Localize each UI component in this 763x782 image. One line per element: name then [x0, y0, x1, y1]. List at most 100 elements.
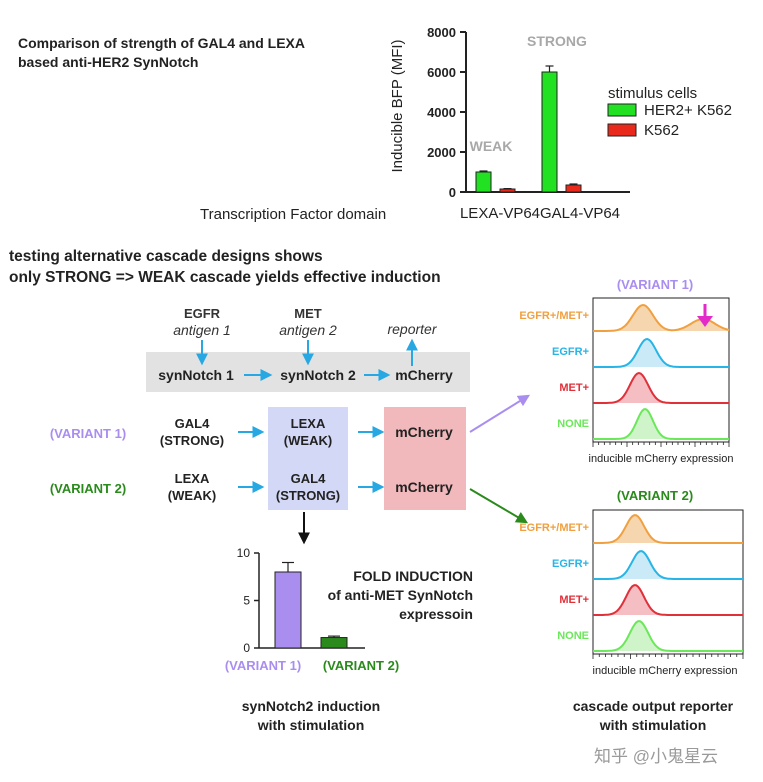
flow-2-xlabel: inducible mCherry expression	[593, 665, 738, 677]
fold-chart-title-1: FOLD INDUCTION	[353, 568, 473, 584]
flow-histogram-fill	[593, 621, 743, 651]
weak-annotation: WEAK	[470, 138, 513, 154]
flow-variant-1-title: (VARIANT 1)	[616, 277, 694, 292]
fold-chart-tick-label: 10	[237, 546, 251, 560]
variant-2-second-strength: (STRONG)	[276, 488, 340, 503]
flow-1-xlabel: inducible mCherry expression	[589, 453, 734, 465]
variant-1-flow-arrow	[469, 394, 531, 433]
fold-chart-bar	[320, 637, 348, 649]
flow-row-label: EGFR+	[552, 346, 589, 358]
flow-histogram-fill	[593, 551, 743, 579]
fold-chart-tick-label: 0	[243, 641, 250, 655]
top-chart-bar	[475, 171, 492, 193]
legend-title: stimulus cells	[608, 85, 697, 102]
fold-chart-bar	[274, 571, 302, 649]
flow-histograms-variant-2: EGFR+/MET+ EGFR+ MET+ NONE	[519, 509, 744, 659]
top-title: Comparison of strength of GAL4 and LEXA …	[18, 34, 305, 72]
top-chart-tick-label: 6000	[427, 65, 456, 80]
top-chart-category-1: LEXA-VP64	[460, 205, 540, 222]
fold-chart-bars	[274, 561, 348, 649]
fold-chart-y-ticks: 10 5 0	[237, 546, 259, 655]
legend-label-k562: K562	[644, 122, 679, 139]
flow-histogram-fill	[593, 373, 729, 403]
flow-histogram-fill	[593, 585, 743, 615]
top-title-line-1: Comparison of strength of GAL4 and LEXA	[18, 35, 306, 51]
legend-label-her2: HER2+ K562	[644, 102, 732, 119]
flow-histogram-line	[593, 584, 743, 616]
antigen-2-name: MET	[294, 306, 322, 321]
flow-row-label: EGFR+/MET+	[519, 310, 589, 322]
flow-row-label: NONE	[557, 630, 589, 642]
fold-chart-tick-label: 5	[243, 594, 250, 608]
variant-2-first-strength: (WEAK)	[168, 488, 216, 503]
flow-histogram-line	[593, 337, 729, 368]
flow-row-label: EGFR+/MET+	[519, 522, 589, 534]
highlight-arrow-icon	[697, 316, 713, 327]
top-chart-bars	[475, 65, 582, 193]
flow-histogram-line	[593, 550, 743, 580]
flow-histograms-variant-1: EGFR+/MET+ EGFR+ MET+ NONE	[519, 297, 730, 447]
cascade-diagram: EGFR antigen 1 MET antigen 2 reporter sy…	[50, 306, 531, 545]
variant-1-output: mCherry	[395, 424, 453, 440]
flow-histogram-line	[593, 514, 743, 544]
fold-chart-title-2: of anti-MET SynNotch	[328, 587, 473, 603]
flow-panel-variant-1: EGFR+/MET+ EGFR+ MET+ NONE inducible mCherr…	[519, 297, 734, 465]
top-chart-tick-label: 0	[449, 185, 456, 200]
flow-histogram-line	[593, 620, 743, 652]
section-title-line-2: only STRONG => WEAK cascade yields effec…	[9, 269, 441, 286]
fold-chart-title-3: expressoin	[399, 606, 473, 622]
row-synnotch-2: synNotch 2	[280, 367, 356, 383]
variant-1-second-strength: (WEAK)	[284, 433, 332, 448]
antigen-2-sub: antigen 2	[279, 322, 337, 338]
flow-row-label: MET+	[559, 382, 589, 394]
top-chart-bar	[541, 71, 558, 193]
flow-histogram-line	[593, 408, 729, 440]
flow-row-label: MET+	[559, 594, 589, 606]
variant-2-first-name: LEXA	[175, 471, 210, 486]
variant-1-first-name: GAL4	[175, 416, 210, 431]
top-chart-tick-label: 2000	[427, 145, 456, 160]
top-chart-bar	[499, 188, 516, 193]
variant-1-first-strength: (STRONG)	[160, 433, 224, 448]
section-title: testing alternative cascade designs show…	[9, 246, 441, 288]
flow-panel-variant-2: EGFR+/MET+ EGFR+ MET+ NONE inducible mCherr…	[519, 509, 744, 677]
top-title-line-2: based anti-HER2 SynNotch	[18, 54, 199, 70]
flow-histogram-line	[593, 371, 729, 404]
top-chart-y-ticks: 8000 6000 4000 2000 0	[427, 25, 466, 200]
fold-chart-category-2: (VARIANT 2)	[323, 658, 399, 673]
flow-caption-1: cascade output reporter	[572, 698, 734, 714]
variant-1-second-name: LEXA	[291, 416, 326, 431]
top-chart-tick-label: 4000	[427, 105, 456, 120]
flow-histogram-fill	[593, 515, 743, 543]
top-chart-tick-label: 8000	[427, 25, 456, 40]
fold-induction-chart: 10 5 0 FOLD INDUCTION of anti-MET SynNotch…	[225, 546, 473, 673]
variant-2-flow-arrow	[469, 488, 529, 524]
fold-chart-caption-1: synNotch2 induction	[241, 698, 381, 714]
legend-swatch-k562	[607, 123, 637, 137]
strong-annotation: STRONG	[527, 33, 587, 49]
antigen-1-sub: antigen 1	[173, 322, 231, 338]
watermark: 知乎 @小鬼星云	[594, 747, 718, 766]
fold-chart-caption-2: with stimulation	[257, 717, 365, 733]
fold-chart-caption: synNotch2 induction with stimulation	[196, 697, 426, 735]
flow-caption: cascade output reporter with stimulation	[548, 697, 758, 735]
fold-chart-category-1: (VARIANT 1)	[225, 658, 301, 673]
variant-2-output: mCherry	[395, 479, 453, 495]
flow-frame	[592, 509, 744, 655]
top-chart-category-2: GAL4-VP64	[540, 205, 620, 222]
second-stage-box	[268, 407, 348, 510]
flow-caption-2: with stimulation	[599, 717, 707, 733]
flow-row-label: NONE	[557, 418, 589, 430]
variant-2-second-name: GAL4	[291, 471, 326, 486]
row-mcherry: mCherry	[395, 367, 453, 383]
flow-variant-2-title: (VARIANT 2)	[616, 488, 694, 503]
top-chart-xlabel: Transcription Factor domain	[200, 206, 387, 223]
row-synnotch-1: synNotch 1	[158, 367, 234, 383]
top-bar-chart: Inducible BFP (MFI) 8000 6000 4000 2000 0 WE…	[389, 25, 732, 222]
section-title-line-1: testing alternative cascade designs show…	[9, 248, 323, 265]
flow-row-label: EGFR+	[552, 558, 589, 570]
antigen-1-name: EGFR	[184, 306, 221, 321]
legend-swatch-her2	[607, 103, 637, 117]
top-chart-bar	[565, 184, 582, 193]
variant-2-label: (VARIANT 2)	[50, 481, 126, 496]
